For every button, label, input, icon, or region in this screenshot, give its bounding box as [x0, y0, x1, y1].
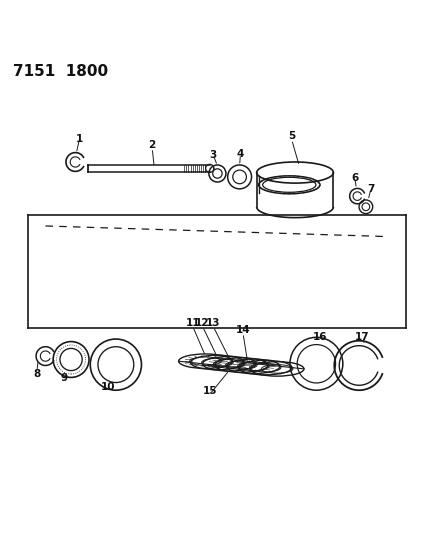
- Text: 8: 8: [33, 369, 41, 379]
- Text: 15: 15: [202, 386, 217, 396]
- Text: 13: 13: [206, 318, 220, 328]
- Text: 7151  1800: 7151 1800: [14, 64, 109, 79]
- Text: 17: 17: [355, 332, 370, 342]
- Text: 5: 5: [288, 131, 295, 141]
- Text: 7: 7: [367, 184, 374, 194]
- Text: 9: 9: [60, 373, 67, 383]
- Text: 14: 14: [236, 325, 250, 335]
- Text: 2: 2: [149, 140, 156, 150]
- Text: 16: 16: [312, 332, 327, 342]
- Text: 6: 6: [351, 173, 358, 183]
- Text: 11: 11: [185, 318, 200, 328]
- Text: 1: 1: [76, 134, 83, 143]
- Text: 3: 3: [210, 150, 217, 160]
- Text: 4: 4: [237, 149, 244, 159]
- Text: 10: 10: [101, 382, 116, 392]
- Text: 12: 12: [195, 318, 210, 328]
